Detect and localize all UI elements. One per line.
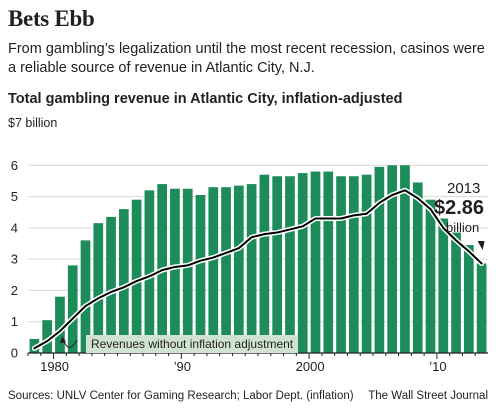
bar-1992 — [208, 187, 219, 353]
nominal-line-path — [33, 189, 483, 350]
bar-1979 — [42, 320, 53, 353]
y-tick-label: 5 — [11, 189, 18, 204]
bar-2001 — [323, 171, 334, 353]
chart-title: Total gambling revenue in Atlantic City,… — [8, 91, 403, 107]
x-tick-label: 2000 — [296, 359, 325, 374]
series-label-nominal: Revenues without inflation adjustment — [86, 335, 299, 353]
y-axis-unit-label: $7 billion — [8, 116, 58, 130]
y-tick-label: 0 — [11, 346, 18, 361]
bar-2002 — [336, 176, 346, 353]
callout-unit: billion — [446, 220, 480, 235]
bar-1981 — [67, 265, 78, 353]
chart-headline: Bets Ebb — [8, 6, 95, 31]
bar-2008 — [412, 182, 423, 353]
x-tick-label: ’90 — [174, 359, 191, 374]
bar-2011 — [451, 232, 461, 353]
bar-1991 — [195, 195, 206, 353]
x-axis — [27, 352, 488, 359]
bar-1990 — [182, 188, 193, 353]
bar-2004 — [361, 174, 372, 353]
bar-2006 — [387, 165, 398, 353]
bar-2003 — [348, 176, 359, 353]
bar-2005 — [374, 166, 385, 353]
bar-1995 — [246, 184, 257, 353]
y-tick-label: 4 — [11, 220, 18, 235]
callout-value: $2.86 — [434, 197, 485, 219]
x-tick-label: 1980 — [40, 359, 69, 374]
label-arrow-head — [59, 336, 66, 344]
bar-1998 — [285, 176, 295, 353]
gridlines — [28, 164, 488, 323]
callout-pointer — [477, 241, 485, 250]
source-note: Sources: UNLV Center for Gaming Research… — [8, 390, 354, 402]
y-tick-label: 1 — [11, 314, 18, 329]
annotation-arrows — [59, 241, 485, 348]
bar-2013 — [476, 263, 487, 353]
bar-2007 — [400, 165, 410, 353]
bar-1986 — [131, 199, 142, 353]
bar-1997 — [272, 176, 283, 353]
bars — [29, 165, 487, 353]
bar-1994 — [233, 185, 244, 353]
bar-1985 — [118, 209, 129, 353]
y-tick-label: 6 — [11, 158, 18, 173]
bar-1983 — [93, 223, 104, 353]
bar-1987 — [144, 190, 155, 353]
y-tick-label: 2 — [11, 283, 18, 298]
y-tick-label: 3 — [11, 252, 18, 267]
nominal-line — [31, 187, 485, 351]
bar-1989 — [170, 188, 180, 353]
callout-year: 2013 — [447, 180, 481, 197]
bar-1993 — [221, 187, 231, 353]
publisher-credit: The Wall Street Journal — [368, 390, 488, 402]
bar-1996 — [259, 174, 270, 353]
bar-2009 — [425, 199, 436, 353]
bar-1980 — [55, 296, 65, 353]
bar-1982 — [80, 240, 91, 353]
bar-2010 — [438, 218, 449, 353]
bar-2012 — [463, 245, 474, 353]
bar-2000 — [310, 171, 321, 353]
y-axis-ticks: 0 1 2 3 4 5 6 — [11, 158, 18, 361]
x-axis-ticks: 1980 ’90 2000 ’10 — [40, 359, 446, 374]
chart-subtitle: From gambling’s legalization until the m… — [8, 41, 485, 76]
bar-1984 — [106, 216, 116, 353]
x-tick-label: ’10 — [429, 359, 446, 374]
bar-1999 — [297, 173, 308, 353]
